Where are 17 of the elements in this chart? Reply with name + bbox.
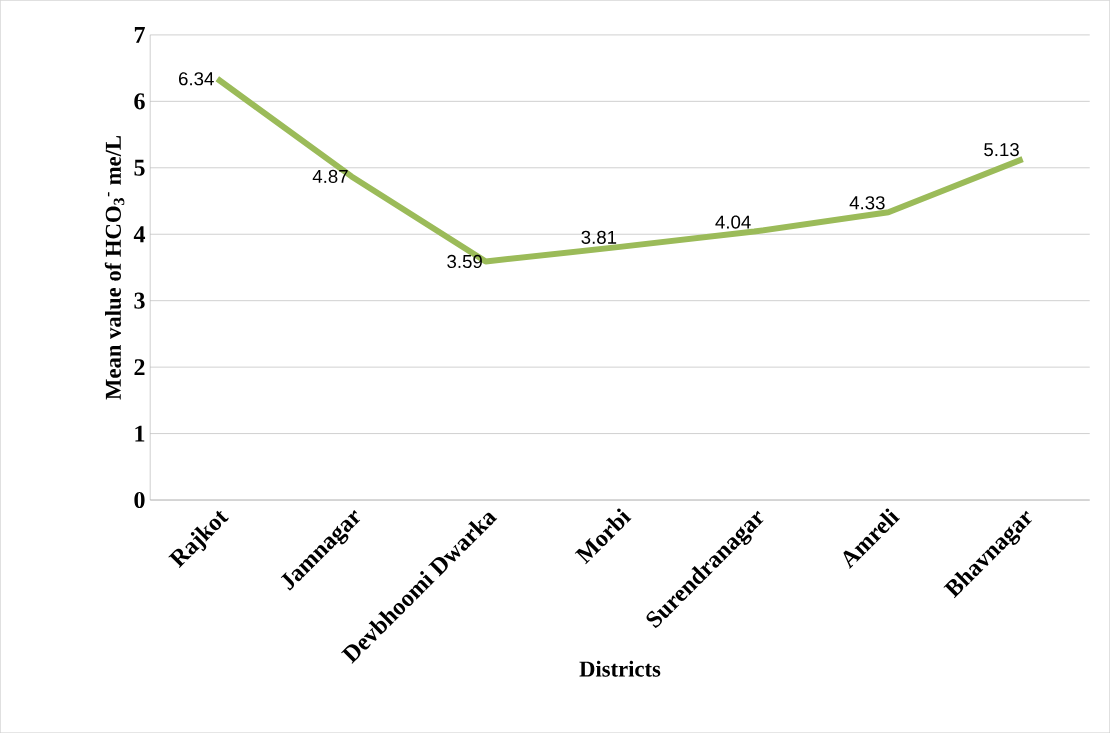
y-tick-label: 3 bbox=[134, 292, 145, 309]
data-label: 4.33 bbox=[849, 196, 885, 210]
y-tick-label: 6 bbox=[134, 93, 145, 110]
y-tick-label: 7 bbox=[134, 26, 145, 43]
y-tick-label: 2 bbox=[134, 359, 145, 375]
data-label: 4.04 bbox=[715, 215, 751, 229]
y-axis-title: Mean value of HCO$_{3}$$^{-}$ me/L bbox=[104, 135, 125, 400]
data-label: 6.34 bbox=[179, 72, 214, 86]
y-tick-label: 4 bbox=[133, 226, 146, 243]
y-tick-label: 1 bbox=[135, 425, 145, 442]
y-tick-label: 5 bbox=[134, 159, 145, 176]
x-axis-title: Districts bbox=[579, 660, 661, 677]
y-tick-label: 0 bbox=[134, 491, 145, 509]
data-label: 3.59 bbox=[447, 254, 482, 269]
data-label: 5.13 bbox=[984, 142, 1019, 157]
data-label: 3.81 bbox=[581, 230, 617, 244]
data-label: 4.87 bbox=[312, 169, 348, 183]
